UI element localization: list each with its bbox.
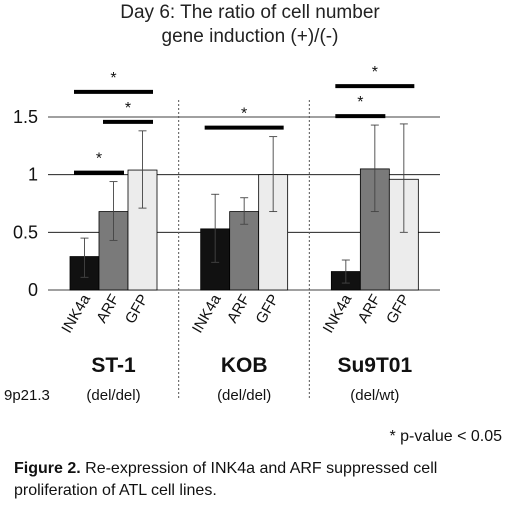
group-name: KOB (221, 354, 268, 377)
group-name: ST-1 (91, 354, 136, 377)
x-category-label: GFP (122, 292, 152, 327)
x-category-label: INK4a (189, 291, 225, 336)
group-status: (del/del) (217, 387, 271, 404)
chart-title-line-2: gene induction (+)/(-) (161, 26, 339, 47)
y-tick-label: 1.5 (13, 107, 38, 127)
significance-star: * (125, 100, 131, 117)
group-name: Su9T01 (337, 354, 412, 377)
p-value-footnote: * p-value < 0.05 (389, 428, 502, 445)
group-status: (del/del) (86, 387, 140, 404)
x-category-label: INK4a (58, 291, 94, 336)
significance-star: * (372, 64, 378, 81)
significance-star: * (357, 94, 363, 111)
chart-title-line-1: Day 6: The ratio of cell number (120, 2, 380, 23)
figure-caption: Figure 2. Re-expression of INK4a and ARF… (14, 458, 514, 502)
y-tick-label: 1 (28, 165, 38, 185)
y-tick-label: 0.5 (13, 222, 38, 242)
locus-label: 9p21.3 (4, 387, 50, 404)
x-category-label: ARF (93, 292, 123, 326)
significance-star: * (96, 151, 102, 168)
x-category-label: GFP (383, 292, 413, 327)
significance-star: * (241, 106, 247, 123)
x-category-label: ARF (355, 292, 385, 326)
x-category-label: INK4a (320, 291, 356, 336)
significance-star: * (110, 70, 116, 87)
x-category-label: GFP (252, 292, 282, 327)
figure-caption-text: Re-expression of INK4a and ARF suppresse… (14, 460, 438, 499)
group-status: (del/wt) (350, 387, 399, 404)
x-category-label: ARF (224, 292, 254, 326)
figure-label: Figure 2. (14, 460, 81, 477)
y-tick-label: 0 (28, 280, 38, 300)
